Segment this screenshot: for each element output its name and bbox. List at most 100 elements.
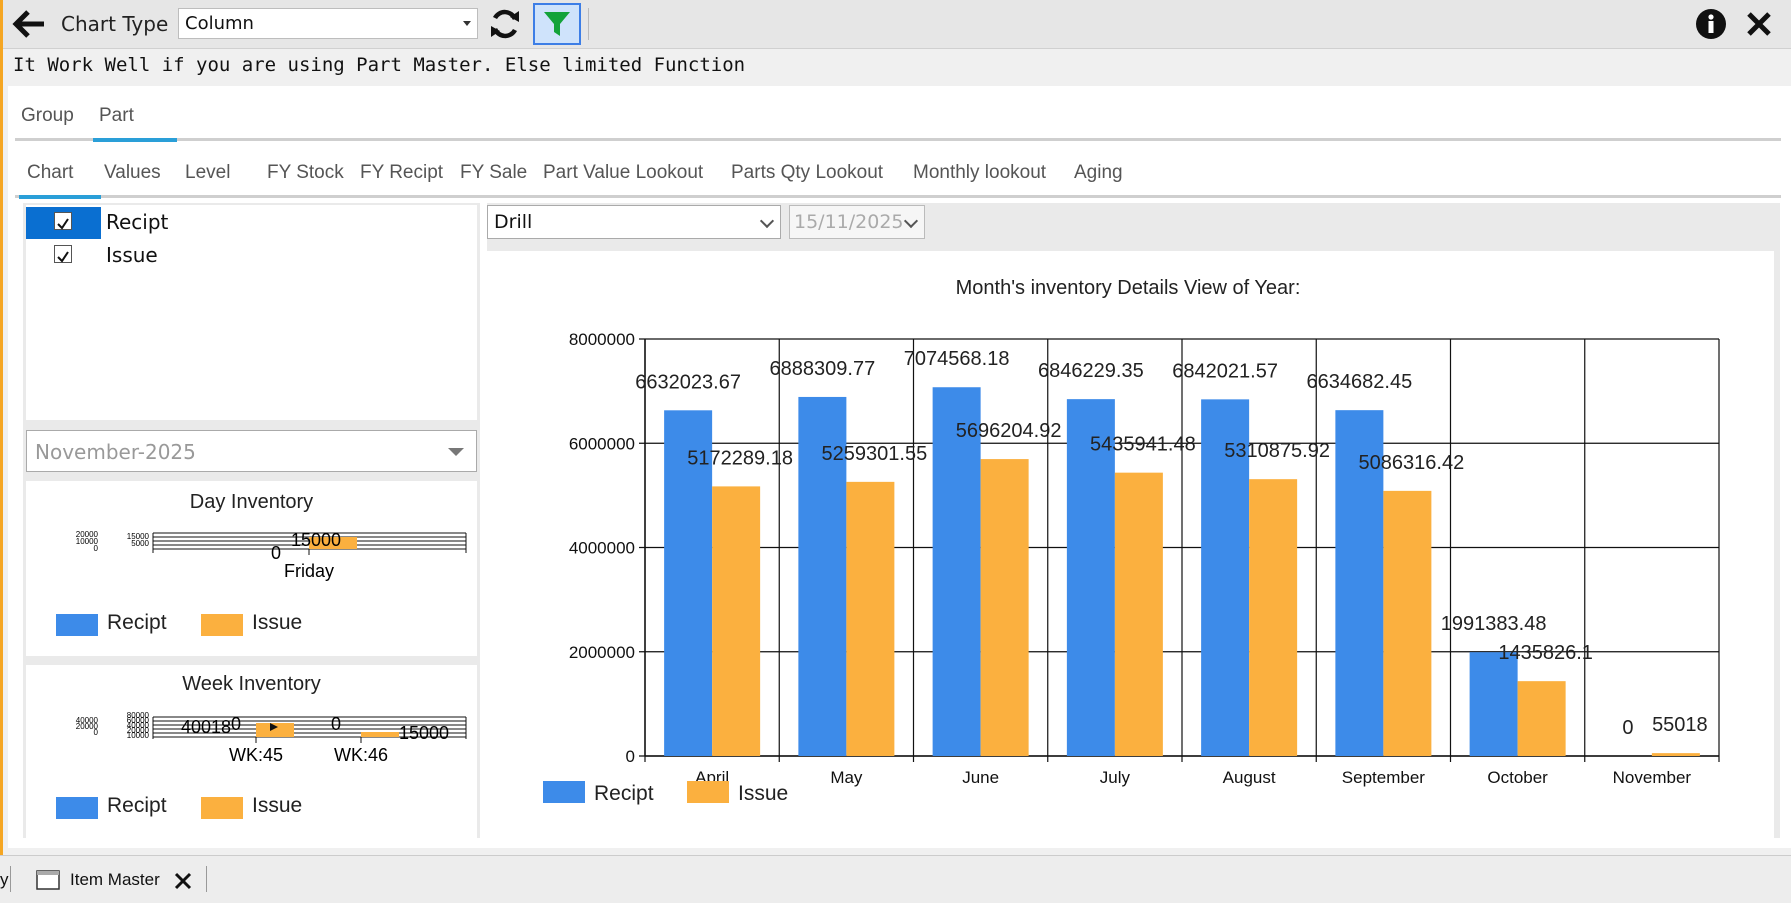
week-category-label: WK:45	[229, 745, 283, 765]
mini-tick-label: 60000	[127, 716, 150, 725]
main-chart-card: Month's inventory Details View of Year: …	[487, 251, 1774, 838]
bar-issue	[1114, 472, 1163, 756]
x-tick-label: November	[1613, 768, 1692, 787]
bar-issue	[1249, 479, 1298, 756]
tab-aging[interactable]: Aging	[1074, 162, 1123, 183]
data-label: 5259301.55	[822, 443, 928, 465]
checkmark-icon	[57, 251, 69, 263]
week-inventory-title: Week Inventory	[182, 673, 321, 695]
bar-issue	[846, 481, 895, 756]
app-window: Chart Type Column	[0, 0, 1791, 855]
drill-select[interactable]: Drill	[487, 205, 781, 239]
refresh-button[interactable]	[485, 6, 525, 42]
x-tick-label: June	[962, 768, 999, 787]
data-label: 6846229.35	[1038, 360, 1144, 382]
tab-fy-stock[interactable]: FY Stock	[267, 162, 344, 183]
info-button[interactable]	[1693, 6, 1729, 42]
refresh-icon	[491, 9, 519, 39]
checkmark-icon	[57, 218, 69, 230]
bar-recipt	[1066, 399, 1115, 756]
legend-label-issue: Issue	[738, 782, 788, 805]
day-inventory-chart: 20000 10000 0 15000 5000 0 15000 Friday	[76, 530, 467, 581]
drill-select-value: Drill	[494, 211, 533, 233]
data-label: 6634682.45	[1307, 371, 1413, 393]
y-tick-label: 2000000	[569, 643, 635, 662]
week-data-label: 0	[331, 714, 341, 734]
mini-tick-label: 15000	[127, 532, 150, 541]
main-chart: Month's inventory Details View of Year: …	[543, 277, 1720, 805]
taskbar-separator	[10, 866, 11, 892]
tab-chart[interactable]: Chart	[27, 162, 74, 183]
tab-part[interactable]: Part	[99, 105, 134, 126]
data-label: 0	[1622, 717, 1633, 739]
data-label: 7074568.18	[904, 348, 1010, 370]
date-picker[interactable]: 15/11/2025	[789, 205, 925, 239]
mini-tick-label: 10000	[76, 537, 99, 546]
mini-tick-label: 0	[94, 544, 99, 553]
data-label: 6888309.77	[770, 358, 876, 380]
mini-tick-label: 20000	[76, 530, 99, 539]
bar-recipt	[664, 410, 713, 756]
data-label: 55018	[1652, 714, 1708, 736]
series-checkbox[interactable]	[54, 212, 72, 230]
x-tick-label: October	[1487, 768, 1548, 787]
tab-parts-qty-lookout[interactable]: Parts Qty Lookout	[731, 162, 884, 183]
legend-swatch-issue	[687, 781, 729, 803]
bar-recipt	[1201, 399, 1250, 756]
legend-label-recipt: Recipt	[107, 794, 167, 817]
bar-recipt	[1335, 410, 1384, 756]
close-button[interactable]	[1741, 6, 1777, 42]
day-category-label: Friday	[284, 561, 334, 581]
data-label: 6632023.67	[635, 371, 741, 393]
list-item[interactable]: Issue	[26, 240, 477, 272]
x-tick-label: July	[1100, 768, 1131, 787]
tab-level[interactable]: Level	[185, 162, 231, 183]
series-checkbox[interactable]	[54, 245, 72, 263]
bar-recipt	[1469, 652, 1518, 756]
info-icon	[1696, 9, 1726, 39]
legend-swatch-recipt	[543, 781, 585, 803]
close-tab-icon[interactable]	[174, 872, 192, 890]
right-pane: Drill 15/11/2025 Month's inventory Detai…	[487, 203, 1780, 838]
taskbar-separator	[206, 866, 207, 892]
notice-text: It Work Well if you are using Part Maste…	[13, 54, 746, 76]
mini-tick-label: 40000	[76, 716, 99, 725]
tab-part-active-indicator	[93, 138, 177, 142]
mini-tick-label: 10000	[127, 731, 150, 740]
chevron-down-icon	[759, 213, 775, 229]
legend-label-issue: Issue	[252, 794, 303, 817]
back-button[interactable]	[9, 6, 49, 42]
filter-button[interactable]	[533, 3, 581, 45]
week-inventory-panel: Week Inventory 40000 20000 0 80000 60000…	[26, 665, 477, 838]
tab-chart-active-indicator	[19, 195, 101, 199]
month-select[interactable]: November-2025	[26, 430, 477, 472]
tab-fy-sale[interactable]: FY Sale	[460, 162, 528, 183]
tab-part-value-lookout[interactable]: Part Value Lookout	[543, 162, 704, 183]
mini-tick-label: 80000	[127, 711, 150, 720]
bar-issue	[712, 486, 761, 756]
taskbar-item-master[interactable]: Item Master	[70, 870, 160, 889]
y-tick-label: 6000000	[569, 434, 635, 453]
bar-issue	[1517, 681, 1566, 756]
tab-group[interactable]: Group	[21, 105, 74, 126]
chart-type-select[interactable]: Column	[178, 8, 478, 39]
caret-down-icon	[448, 448, 464, 456]
series-list: Recipt Issue	[26, 205, 477, 420]
data-label: 5435941.48	[1090, 434, 1196, 456]
tab-fy-recipt[interactable]: FY Recipt	[360, 162, 444, 183]
tab-monthly-lookout[interactable]: Monthly lookout	[913, 162, 1047, 183]
legend-label-recipt: Recipt	[594, 782, 654, 805]
series-label: Issue	[106, 243, 158, 267]
data-label: 1991383.48	[1441, 613, 1547, 635]
chart-title: Month's inventory Details View of Year:	[956, 277, 1301, 299]
list-item[interactable]: Recipt	[26, 207, 477, 239]
tab-values[interactable]: Values	[104, 162, 161, 183]
data-label: 1435826.1	[1498, 642, 1593, 664]
chevron-down-icon	[903, 213, 919, 229]
mini-tick-label: 0	[94, 728, 99, 737]
week-category-label: WK:46	[334, 745, 388, 765]
chart-type-value: Column	[185, 13, 254, 34]
bar-recipt	[932, 387, 981, 756]
legend-swatch-recipt	[56, 797, 98, 819]
bar-issue	[980, 459, 1029, 756]
